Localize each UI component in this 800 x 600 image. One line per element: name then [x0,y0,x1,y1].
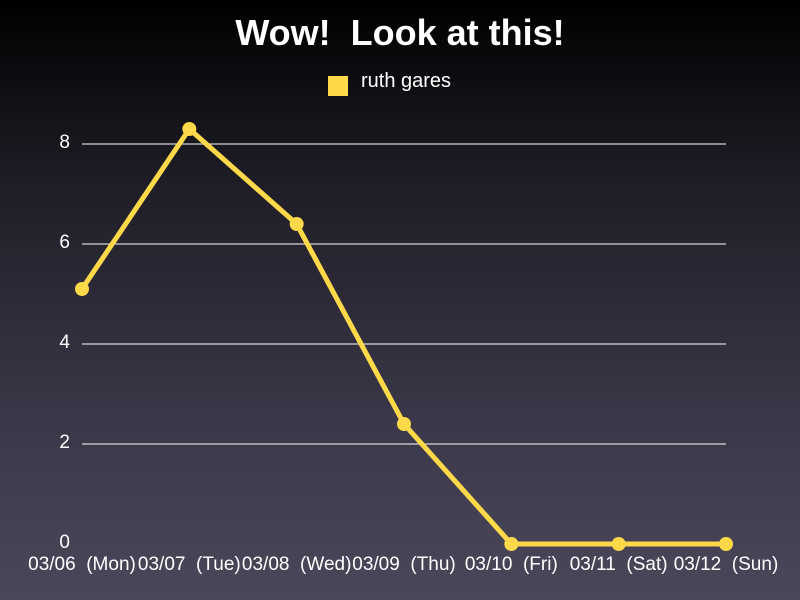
x-tick-label: 03/07 (Tue) [138,554,241,575]
series-line [79,126,726,547]
y-tick-label: 2 [59,432,70,453]
data-point [75,282,89,296]
y-tick-label: 4 [59,332,70,353]
x-tick-label: 03/12 (Sun) [674,554,779,575]
x-tick-label: 03/11 (Sat) [570,554,668,575]
y-axis-ticks: 0 2 4 6 8 [59,132,70,553]
gridlines [82,143,726,445]
legend: ruth gares [328,70,452,96]
legend-swatch [328,75,348,96]
x-axis-ticks: 03/06 (Mon) 03/07 (Tue) 03/08 (Wed) 03/09 (… [28,554,778,575]
data-point [289,217,304,231]
x-tick-label: 03/06 (Mon) [28,554,136,575]
data-point [397,417,411,431]
data-point [182,122,197,136]
chart-title: Wow! Look at this! [235,12,565,53]
data-point [611,537,626,551]
y-tick-label: 0 [59,532,70,553]
y-tick-label: 6 [59,232,70,253]
x-tick-label: 03/10 (Fri) [465,554,558,575]
x-tick-label: 03/08 (Wed) [242,554,351,575]
data-point [504,537,519,551]
series-ruth-gares [75,122,733,551]
x-tick-label: 03/09 (Thu) [352,554,456,575]
legend-label-ruth-gares: ruth gares [361,70,452,92]
y-tick-label: 8 [59,132,70,153]
data-point [719,537,733,551]
